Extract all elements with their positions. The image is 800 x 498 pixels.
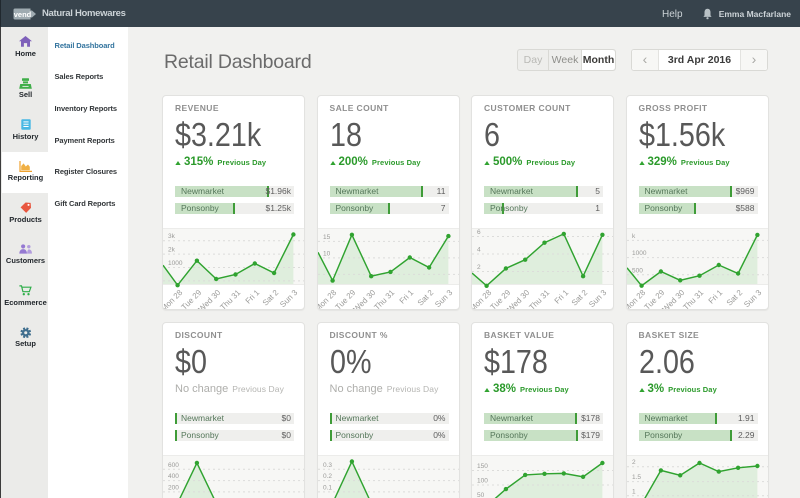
svg-text:150: 150: [477, 463, 488, 470]
svg-text:500: 500: [632, 267, 643, 274]
svg-text:3k: 3k: [168, 233, 176, 240]
svg-text:k: k: [632, 232, 636, 239]
svg-text:0.2: 0.2: [323, 473, 332, 480]
svg-text:1.5: 1.5: [632, 474, 641, 481]
svg-text:100: 100: [477, 477, 488, 484]
svg-text:0.3: 0.3: [323, 461, 332, 468]
svg-text:1: 1: [632, 488, 636, 495]
svg-text:0.1: 0.1: [323, 484, 332, 491]
svg-text:2: 2: [477, 264, 481, 271]
svg-text:1000: 1000: [632, 250, 647, 257]
svg-text:2: 2: [632, 459, 636, 466]
svg-text:400: 400: [168, 473, 179, 480]
svg-text:4: 4: [477, 246, 481, 253]
svg-text:200: 200: [168, 484, 179, 491]
svg-text:vend: vend: [14, 10, 32, 19]
svg-text:10: 10: [323, 250, 331, 257]
svg-text:6: 6: [477, 229, 481, 236]
svg-text:2k: 2k: [168, 246, 176, 253]
svg-text:15: 15: [323, 233, 331, 240]
svg-text:50: 50: [477, 492, 485, 498]
svg-text:600: 600: [168, 461, 179, 468]
svg-text:1000: 1000: [168, 260, 183, 267]
